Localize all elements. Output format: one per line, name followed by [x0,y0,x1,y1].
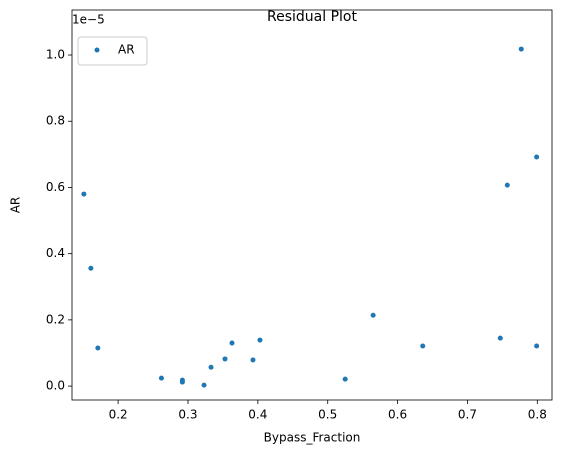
y-tick-label: 0.2 [46,312,65,326]
point [179,379,185,385]
y-tick-label: 0.4 [46,246,65,260]
point [420,343,426,349]
y-tick-label: 0.8 [46,114,65,128]
x-axis-label: Bypass_Fraction [264,431,361,445]
legend-marker [94,47,100,53]
point [229,340,235,346]
y-offset-label: 1e−5 [72,13,105,27]
point [518,46,524,52]
point [250,357,256,363]
x-tick-label: 0.2 [109,408,128,422]
legend-label: AR [118,43,135,57]
y-tick-label: 0.0 [46,379,65,393]
x-tick-label: 0.6 [388,408,407,422]
point [158,375,164,381]
point [222,356,228,362]
point [95,345,101,351]
point [201,382,207,388]
point [342,376,348,382]
x-tick-label: 0.5 [318,408,337,422]
point [370,312,376,318]
y-tick-label: 0.6 [46,180,65,194]
point [534,343,540,349]
x-tick-label: 0.7 [458,408,477,422]
point [88,265,94,271]
x-tick-label: 0.4 [248,408,267,422]
chart-title: Residual Plot [267,9,357,25]
point [534,154,540,160]
plot-frame [71,9,553,401]
x-tick-label: 0.8 [528,408,547,422]
legend-box [77,36,148,66]
point [504,182,510,188]
point [257,337,263,343]
point [208,364,214,370]
x-tick-label: 0.3 [178,408,197,422]
y-axis-label: AR [9,197,23,214]
y-tick-label: 1.0 [46,48,65,62]
point [497,335,503,341]
point [81,191,87,197]
